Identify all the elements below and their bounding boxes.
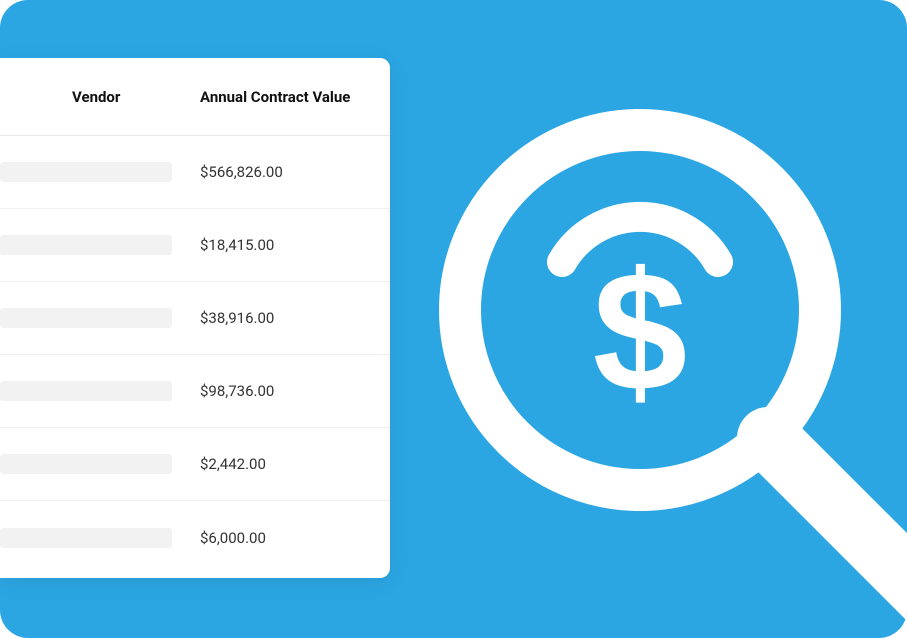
vendor-cell [0, 454, 200, 474]
dollar-glyph: $ [593, 237, 688, 427]
vendor-cell [0, 235, 200, 255]
vendor-placeholder [0, 454, 172, 474]
vendor-cell [0, 528, 200, 548]
table-row: $2,442.00 [0, 428, 390, 501]
column-header-acv: Annual Contract Value [200, 88, 390, 106]
acv-value: $566,826.00 [200, 163, 390, 181]
magnifier-dollar-icon: $ [430, 100, 907, 638]
vendor-cell [0, 162, 200, 182]
table-row: $18,415.00 [0, 209, 390, 282]
table-header-row: Vendor Annual Contract Value [0, 58, 390, 136]
column-header-vendor: Vendor [0, 88, 200, 106]
table-row: $98,736.00 [0, 355, 390, 428]
acv-value: $18,415.00 [200, 236, 390, 254]
acv-value: $6,000.00 [200, 529, 390, 547]
canvas-background: Vendor Annual Contract Value $566,826.00… [0, 0, 907, 638]
acv-value: $98,736.00 [200, 382, 390, 400]
acv-value: $2,442.00 [200, 455, 390, 473]
vendor-placeholder [0, 528, 172, 548]
contract-value-card: Vendor Annual Contract Value $566,826.00… [0, 58, 390, 578]
vendor-cell [0, 308, 200, 328]
vendor-placeholder [0, 381, 172, 401]
vendor-cell [0, 381, 200, 401]
table-row: $6,000.00 [0, 501, 390, 574]
table-row: $566,826.00 [0, 136, 390, 209]
vendor-placeholder [0, 235, 172, 255]
vendor-placeholder [0, 162, 172, 182]
acv-value: $38,916.00 [200, 309, 390, 327]
vendor-placeholder [0, 308, 172, 328]
table-row: $38,916.00 [0, 282, 390, 355]
